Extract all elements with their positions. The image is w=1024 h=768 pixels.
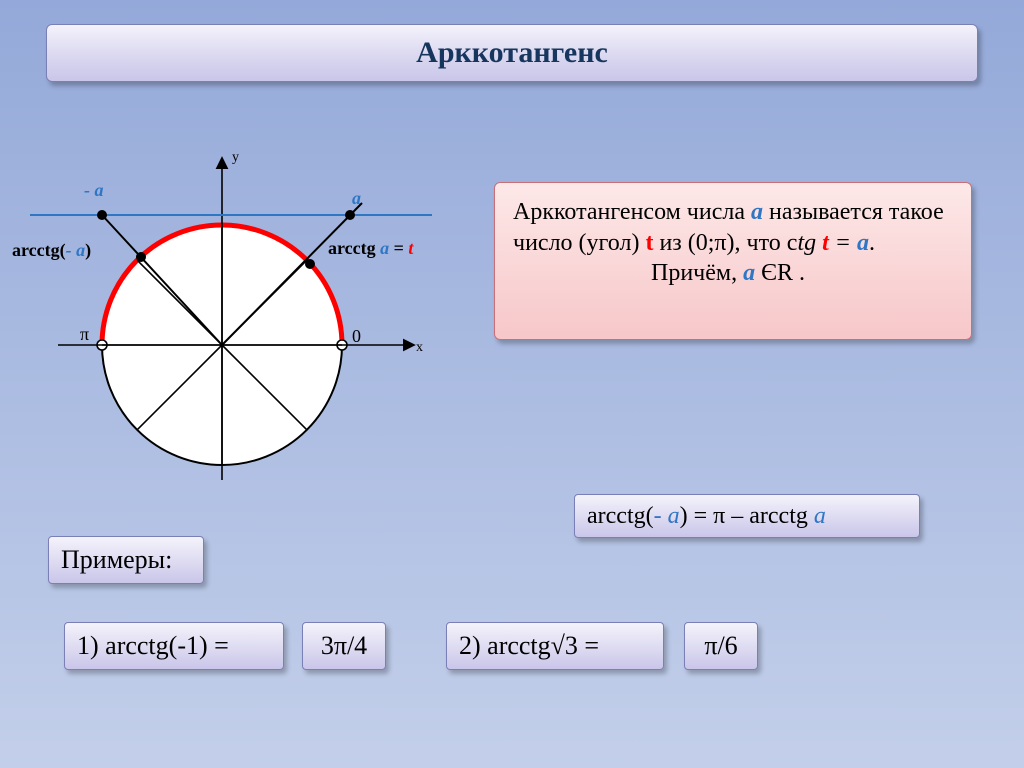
label-x: x (416, 340, 423, 356)
formula-card: arcctg(- a) = π – arcctg a (574, 494, 920, 538)
txt: - a (66, 240, 86, 260)
txt: arcctg( (587, 503, 654, 529)
txt: a (814, 503, 826, 529)
diagram-svg (12, 140, 472, 500)
example2-answer: π/6 (684, 622, 758, 670)
label-zero: 0 (352, 326, 361, 347)
txt: π/6 (704, 631, 737, 661)
txt: arcctg( (12, 240, 66, 260)
example1-question: 1) arcctg(-1) = (64, 622, 284, 670)
txt: ЄR . (755, 260, 805, 286)
txt: ) = π – arcctg (680, 503, 814, 529)
txt: 1) arcctg(-1) = (77, 631, 229, 661)
txt: = (829, 230, 857, 256)
txt: a (380, 238, 389, 258)
txt: tg (797, 230, 822, 256)
txt: - (654, 503, 668, 529)
example2-question: 2) arcctg√3 = (446, 622, 664, 670)
label-y: y (232, 150, 239, 166)
txt: Примеры: (61, 545, 172, 575)
txt: t (822, 230, 829, 256)
txt: arcctg (328, 238, 380, 258)
txt: 2) arcctg√3 = (459, 631, 599, 661)
label-arcctg-neg-a: arcctg(- a) (12, 240, 91, 261)
txt: из (0;π), что с (653, 230, 797, 256)
txt: a (743, 260, 755, 286)
slide: Арккотангенс (0, 0, 1024, 768)
txt: ) (85, 240, 91, 260)
point-arcctg-a (305, 259, 315, 269)
label-arcctg-a: arcctg a = t (328, 238, 413, 259)
txt: . (869, 230, 875, 256)
txt: 3π/4 (321, 631, 367, 661)
unit-circle-diagram: y x π 0 a - a arcctg a = t arcctg(- a) (12, 140, 472, 500)
txt: Арккотангенсом числа (513, 199, 751, 225)
txt: a (857, 230, 869, 256)
label-a: a (352, 188, 361, 209)
txt (513, 260, 651, 286)
point-a (345, 210, 355, 220)
definition-box: Арккотангенсом числа a называется такое … (494, 182, 972, 340)
examples-label: Примеры: (48, 536, 204, 584)
def-line: Арккотангенсом числа a называется такое … (513, 199, 944, 256)
title-bar: Арккотангенс (46, 24, 978, 82)
example1-answer: 3π/4 (302, 622, 386, 670)
label-neg-a: - a (84, 180, 104, 201)
txt: t (408, 238, 413, 258)
title-text: Арккотангенс (416, 36, 608, 70)
point-neg-a (97, 210, 107, 220)
label-pi: π (80, 324, 89, 345)
txt: = (389, 238, 408, 258)
formula-text: arcctg(- a) = π – arcctg a (587, 503, 826, 530)
point-arcctg-neg-a (136, 252, 146, 262)
txt: a (668, 503, 680, 529)
txt: a (751, 199, 763, 225)
def-line3: Причём, a ЄR . (513, 260, 805, 286)
txt: Причём, (651, 260, 743, 286)
